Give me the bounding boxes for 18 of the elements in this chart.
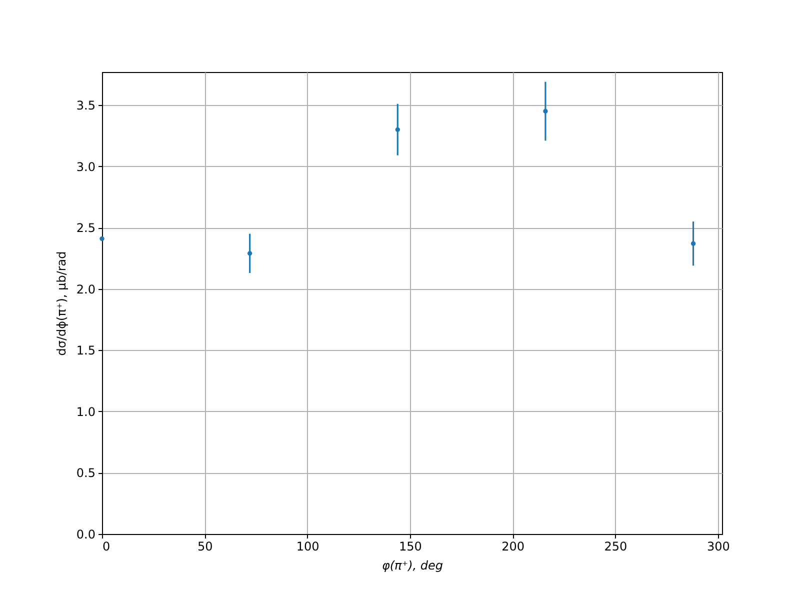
y-tick-label: 3.0 [76,160,96,174]
y-tick-label: 2.0 [76,282,96,296]
x-tick-label: 150 [398,540,422,554]
x-tick-label: 0 [102,540,110,554]
x-tick-label: 250 [604,540,628,554]
y-tick-label: 2.5 [76,221,96,236]
x-tick-label: 200 [502,540,525,554]
x-tick-label: 50 [198,540,213,554]
y-tick-label: 1.0 [76,404,96,419]
x-tick-label: 100 [296,540,320,554]
y-tick-label: 0.0 [76,528,96,542]
x-tick-label: 300 [706,540,730,554]
y-tick-label: 1.5 [76,344,96,358]
x-axis-title: φ(π⁺), deg [382,558,444,572]
point [100,236,104,242]
y-tick-label: 3.5 [76,98,96,113]
y-axis-title: dσ/dϕ(π⁺), μb/rad [54,251,68,356]
y-tick-label: 0.5 [76,466,96,480]
